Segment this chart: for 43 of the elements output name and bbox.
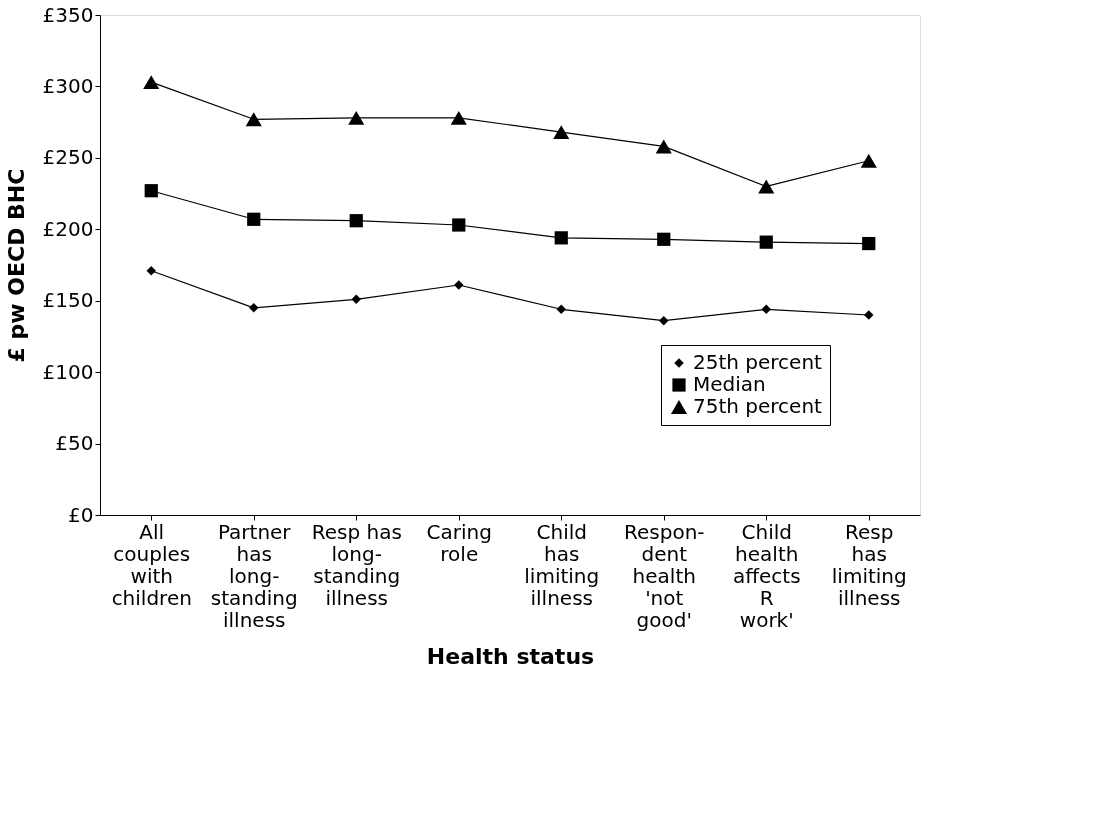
- y-tick-label: £250: [42, 145, 94, 170]
- point: [351, 294, 361, 305]
- point: [349, 214, 363, 228]
- legend-label: 75th percent: [693, 394, 823, 418]
- point: [450, 110, 467, 125]
- point: [452, 218, 466, 232]
- point: [348, 110, 365, 125]
- y-tick-label: £150: [42, 288, 94, 313]
- y-tick-label: £50: [55, 431, 94, 456]
- point: [655, 139, 672, 154]
- point: [761, 304, 771, 315]
- x-tick-label: Respon- dent health 'not good': [623, 519, 705, 632]
- point: [862, 236, 876, 251]
- point: [556, 304, 566, 315]
- x-tick-label: All couples with children: [111, 519, 192, 610]
- point: [249, 303, 259, 313]
- y-tick-label: £300: [42, 73, 94, 98]
- point: [860, 153, 877, 168]
- y-tick-label: £0: [68, 502, 94, 527]
- legend-label: Median: [693, 372, 766, 396]
- y-tick-label: £350: [42, 2, 94, 27]
- point: [657, 232, 671, 246]
- legend-label: 25th percent: [693, 350, 823, 374]
- x-axis-title: Health status: [426, 643, 595, 669]
- x-tick-label: Partner has long- standing illness: [210, 519, 298, 632]
- y-tick-label: £100: [42, 359, 94, 384]
- x-tick-label: Child health affects R work': [732, 519, 801, 632]
- point: [554, 231, 568, 245]
- point: [247, 212, 261, 226]
- x-tick-label: Resp has long- standing illness: [311, 519, 402, 610]
- point: [146, 265, 156, 276]
- point: [659, 315, 669, 326]
- x-tick-label: Resp has limiting illness: [831, 519, 907, 610]
- y-tick-label: £200: [42, 216, 94, 241]
- point: [143, 75, 160, 90]
- point: [553, 125, 570, 140]
- point: [245, 112, 262, 127]
- point: [759, 235, 773, 249]
- y-axis-title: £ pw OECD BHC: [3, 168, 29, 363]
- x-tick-label: Caring role: [426, 519, 492, 566]
- point: [758, 179, 775, 194]
- point: [144, 184, 158, 198]
- x-tick-label: Child has limiting illness: [524, 519, 600, 610]
